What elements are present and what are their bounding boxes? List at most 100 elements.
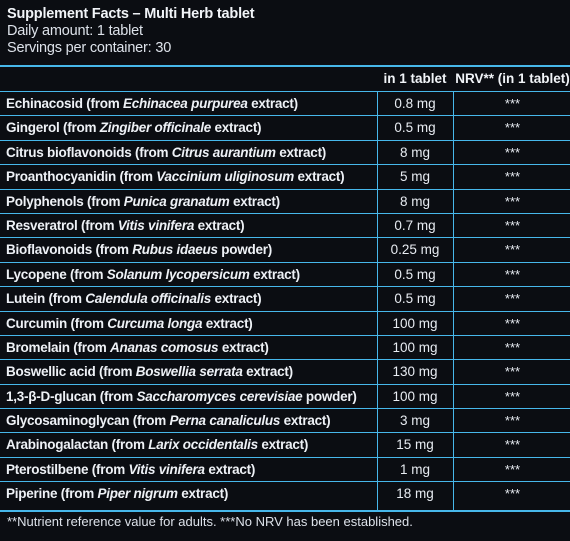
amount-per-tablet: 0.25 mg bbox=[390, 242, 440, 258]
source-prefix: (from bbox=[67, 315, 108, 331]
header: Supplement Facts – Multi Herb tablet Dai… bbox=[7, 6, 567, 57]
nrv-value: *** bbox=[504, 315, 521, 331]
column-header-nrv: NRV** (in 1 tablet) bbox=[455, 71, 570, 86]
ingredient-name: Lycopene (from Solanum lycopersicum extr… bbox=[6, 267, 376, 282]
ingredient-label: Bioflavonoids bbox=[6, 242, 93, 258]
ingredient-name: Bioflavonoids (from Rubus idaeus powder) bbox=[6, 242, 376, 257]
nrv-value: *** bbox=[504, 461, 521, 477]
latin-source: Larix occidentalis bbox=[148, 437, 258, 453]
ingredient-label: Boswellic acid bbox=[6, 364, 96, 380]
table-row: 1,3-β-D-glucan (from Saccharomyces cerev… bbox=[0, 383, 570, 408]
latin-source: Solanum lycopersicum bbox=[106, 266, 250, 282]
amount-per-tablet: 8 mg bbox=[399, 144, 430, 160]
source-suffix: powder) bbox=[302, 388, 357, 404]
top-rule bbox=[0, 65, 570, 67]
nrv-value: *** bbox=[504, 169, 521, 185]
ingredient-name: Gingerol (from Zingiber officinale extra… bbox=[6, 120, 376, 135]
table-row: Lycopene (from Solanum lycopersicum extr… bbox=[0, 261, 570, 286]
source-prefix: (from bbox=[69, 339, 111, 355]
ingredient-name: Resveratrol (from Vitis vinifera extract… bbox=[6, 218, 376, 233]
nrv-value: *** bbox=[504, 144, 521, 160]
source-prefix: (from bbox=[108, 437, 149, 453]
ingredient-name: Bromelain (from Ananas comosus extract) bbox=[6, 340, 376, 355]
servings-per-container: Servings per container: 30 bbox=[7, 40, 172, 56]
source-prefix: (from bbox=[59, 120, 100, 136]
source-prefix: (from bbox=[83, 193, 124, 209]
amount-per-tablet: 0.5 mg bbox=[394, 266, 436, 282]
source-prefix: (from bbox=[116, 169, 157, 185]
source-suffix: extract) bbox=[242, 364, 293, 380]
nrv-value: *** bbox=[504, 266, 521, 282]
source-prefix: (from bbox=[57, 486, 98, 502]
nrv-value: *** bbox=[504, 193, 521, 209]
column-divider-nrv bbox=[453, 91, 454, 510]
nrv-value: *** bbox=[504, 120, 521, 136]
latin-source: Ananas comosus bbox=[110, 339, 219, 355]
ingredient-name: Lutein (from Calendula officinalis extra… bbox=[6, 291, 376, 306]
source-suffix: powder) bbox=[217, 242, 273, 258]
ingredient-label: 1,3-β-D-glucan bbox=[6, 388, 97, 404]
source-suffix: extract) bbox=[294, 169, 345, 185]
ingredient-label: Piperine bbox=[6, 486, 58, 502]
table-row: Piperine (from Piper nigrum extract) 18 m… bbox=[0, 481, 570, 505]
ingredient-table: Echinacosid (from Echinacea purpurea ext… bbox=[0, 91, 570, 506]
source-prefix: (from bbox=[131, 144, 172, 160]
ingredient-label: Glycosaminoglycan bbox=[6, 413, 130, 429]
nrv-value: *** bbox=[504, 242, 521, 258]
source-suffix: extract) bbox=[194, 217, 245, 233]
ingredient-name: Pterostilbene (from Vitis vinifera extra… bbox=[6, 462, 376, 477]
latin-source: Boswellia serrata bbox=[135, 364, 243, 380]
source-prefix: (from bbox=[88, 461, 129, 477]
latin-source: Calendula officinalis bbox=[85, 291, 212, 307]
latin-source: Citrus aurantium bbox=[171, 144, 276, 160]
ingredient-name: Citrus bioflavonoids (from Citrus aurant… bbox=[6, 145, 376, 160]
table-row: Polyphenols (from Punica granatum extrac… bbox=[0, 188, 570, 213]
amount-per-tablet: 1 mg bbox=[399, 461, 430, 477]
table-row: Resveratrol (from Vitis vinifera extract… bbox=[0, 212, 570, 237]
source-suffix: extract) bbox=[229, 193, 280, 209]
latin-source: Echinacea purpurea bbox=[123, 96, 248, 111]
nrv-value: *** bbox=[504, 413, 521, 429]
ingredient-label: Echinacosid bbox=[6, 96, 83, 111]
table-row: Arabinogalactan (from Larix occidentalis… bbox=[0, 432, 570, 456]
latin-source: Vitis vinifera bbox=[128, 461, 206, 477]
ingredient-name: Polyphenols (from Punica granatum extrac… bbox=[6, 194, 376, 209]
source-suffix: extract) bbox=[275, 144, 327, 160]
table-row: Lutein (from Calendula officinalis extra… bbox=[0, 286, 570, 310]
footnote: **Nutrient reference value for adults. *… bbox=[7, 514, 413, 529]
source-suffix: extract) bbox=[218, 339, 269, 355]
ingredient-name: Curcumin (from Curcuma longa extract) bbox=[6, 316, 376, 331]
ingredient-label: Polyphenols bbox=[6, 193, 84, 209]
amount-per-tablet: 15 mg bbox=[396, 437, 434, 453]
latin-source: Perna canaliculus bbox=[169, 413, 281, 429]
table-row: Curcumin (from Curcuma longa extract) 100… bbox=[0, 310, 570, 335]
source-prefix: (from bbox=[95, 364, 136, 380]
source-suffix: extract) bbox=[211, 291, 262, 307]
ingredient-name: Arabinogalactan (from Larix occidentalis… bbox=[6, 437, 376, 452]
ingredient-name: Echinacosid (from Echinacea purpurea ext… bbox=[6, 96, 376, 111]
bottom-rule bbox=[0, 510, 570, 512]
table-row: Proanthocyanidin (from Vaccinium uligino… bbox=[0, 164, 570, 188]
source-prefix: (from bbox=[96, 388, 137, 404]
latin-source: Zingiber officinale bbox=[99, 120, 212, 136]
amount-per-tablet: 100 mg bbox=[392, 315, 438, 331]
amount-per-tablet: 100 mg bbox=[392, 339, 438, 355]
column-header-row: in 1 tablet NRV** (in 1 tablet) bbox=[0, 66, 570, 91]
amount-per-tablet: 18 mg bbox=[396, 486, 434, 502]
amount-per-tablet: 3 mg bbox=[399, 413, 430, 429]
amount-per-tablet: 8 mg bbox=[399, 193, 430, 209]
latin-source: Curcuma longa bbox=[107, 315, 203, 331]
amount-per-tablet: 0.5 mg bbox=[394, 291, 436, 307]
nrv-value: *** bbox=[504, 96, 521, 111]
amount-per-tablet: 100 mg bbox=[392, 388, 438, 404]
ingredient-label: Bromelain bbox=[6, 339, 70, 355]
source-suffix: extract) bbox=[247, 96, 298, 111]
ingredient-label: Proanthocyanidin bbox=[6, 169, 117, 185]
ingredient-label: Citrus bioflavonoids bbox=[6, 144, 132, 160]
ingredient-name: 1,3-β-D-glucan (from Saccharomyces cerev… bbox=[6, 389, 376, 404]
source-prefix: (from bbox=[66, 266, 107, 282]
source-prefix: (from bbox=[129, 413, 170, 429]
column-header-amount: in 1 tablet bbox=[383, 71, 447, 86]
ingredient-name: Piperine (from Piper nigrum extract) bbox=[6, 486, 376, 501]
